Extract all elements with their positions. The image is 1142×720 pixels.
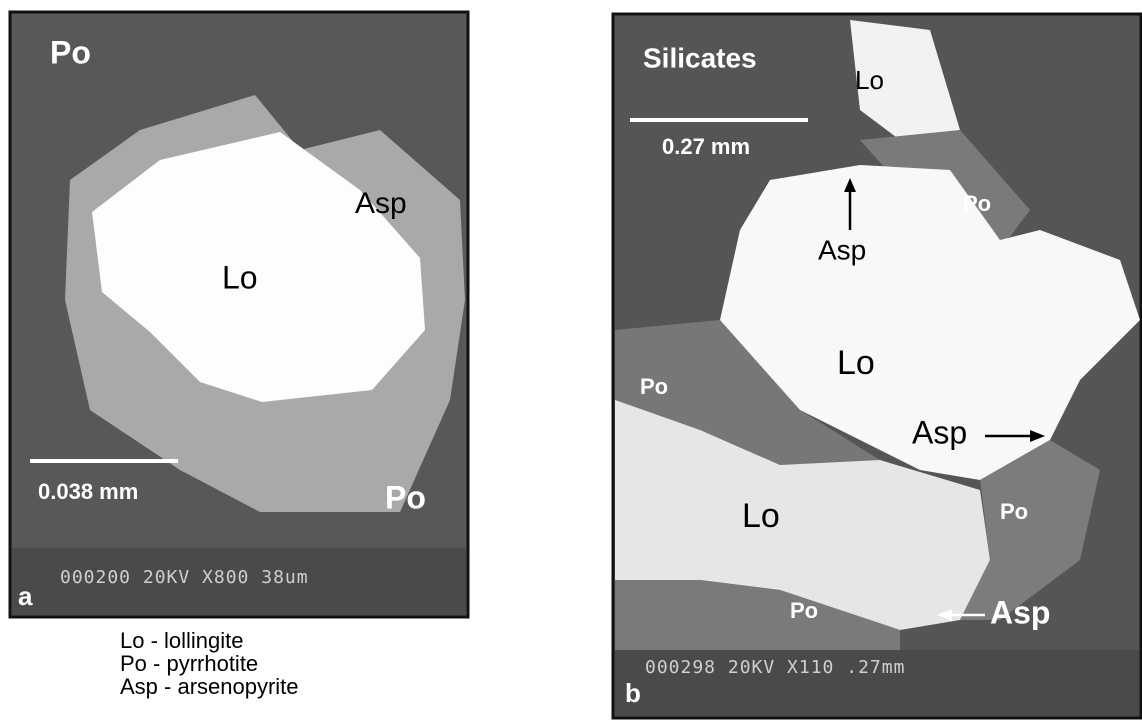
mineral-label: Po (385, 479, 426, 515)
mineral-label: Po (1000, 499, 1028, 524)
mineral-label: Asp (818, 234, 866, 265)
legend: Lo - lollingite Po - pyrrhotite Asp - ar… (120, 628, 299, 699)
panel-a: Po Asp Lo Po 0.038 mm 000200 20KV X800 3… (10, 12, 468, 617)
legend-entry: Po - pyrrhotite (120, 651, 258, 676)
sem-info: 000298 20KV X110 .27mm (645, 657, 905, 678)
mineral-label: Po (640, 374, 668, 399)
mineral-label: Asp (912, 414, 967, 450)
mineral-label: Lo (742, 497, 780, 535)
mineral-label: Po (50, 34, 91, 70)
mineral-label: Asp (990, 594, 1050, 630)
panel-b: Silicates Lo 0.27 mm Po Asp Lo Po Asp Po… (613, 14, 1141, 718)
scale-label: 0.27 mm (662, 134, 750, 159)
legend-entry: Asp - arsenopyrite (120, 674, 299, 699)
mineral-label: Lo (222, 259, 258, 295)
mineral-label: Lo (855, 65, 884, 95)
mineral-label: Po (963, 191, 991, 216)
mineral-label: Lo (837, 344, 875, 382)
panel-letter: a (18, 581, 33, 611)
scale-label: 0.038 mm (38, 479, 138, 504)
mineral-label: Silicates (643, 42, 757, 73)
sem-info: 000200 20KV X800 38um (60, 567, 309, 588)
legend-entry: Lo - lollingite (120, 628, 244, 653)
panel-letter: b (625, 678, 641, 708)
figure: Po Asp Lo Po 0.038 mm 000200 20KV X800 3… (0, 0, 1142, 720)
mineral-label: Po (790, 598, 818, 623)
mineral-label: Asp (355, 187, 407, 220)
